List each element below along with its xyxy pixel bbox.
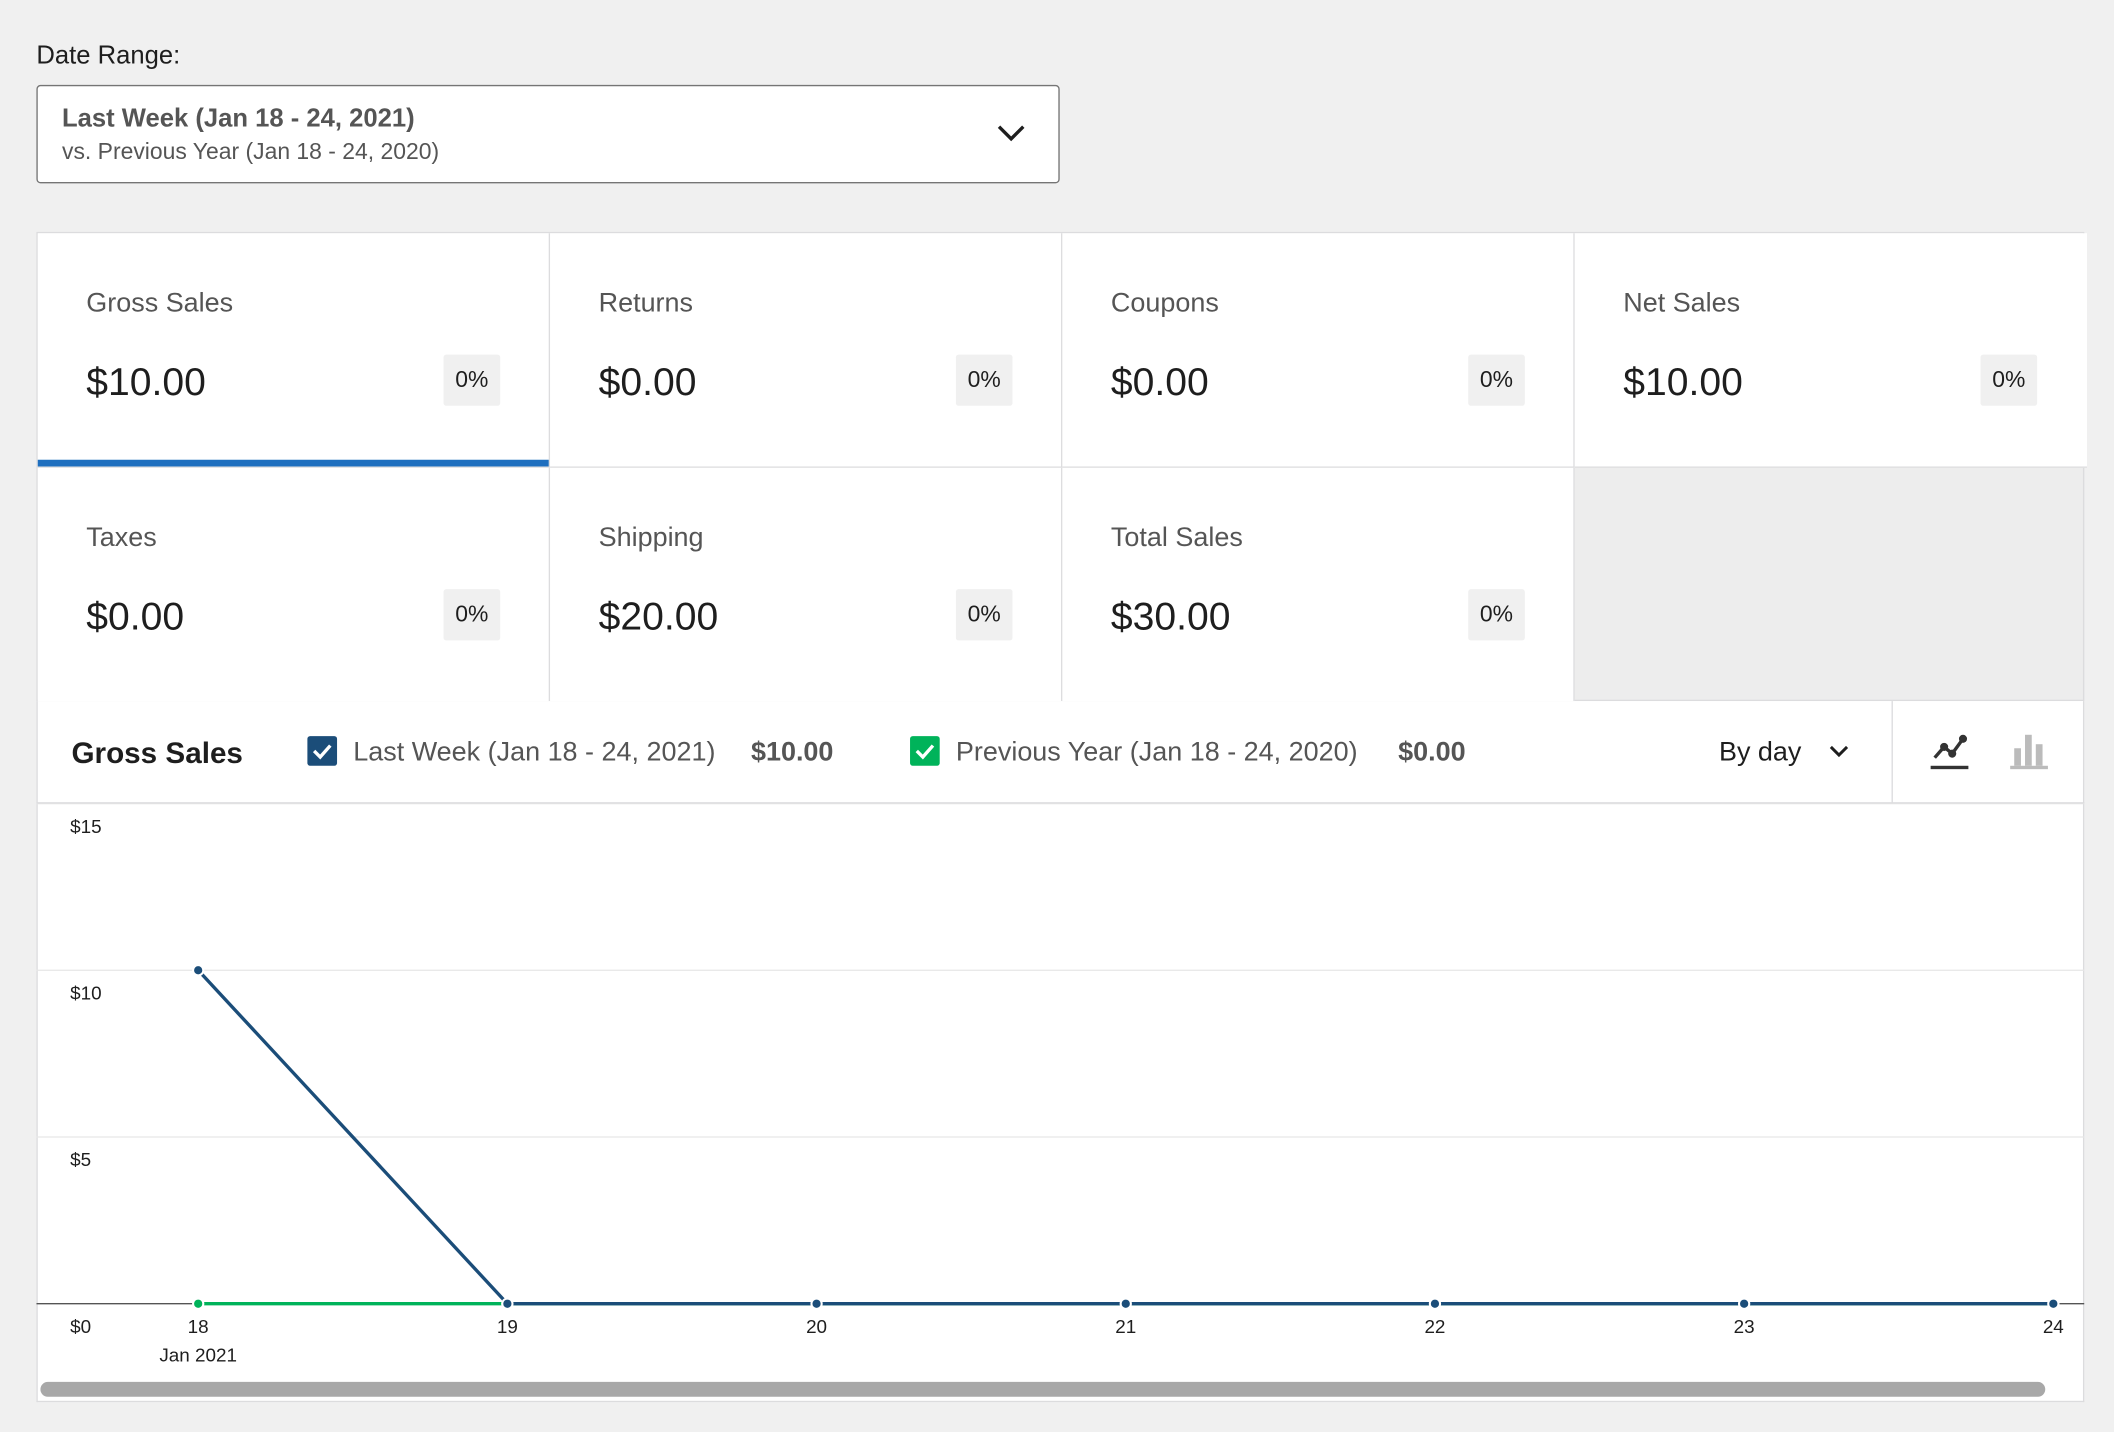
check <box>915 744 935 760</box>
date-range-label: Date Range: <box>36 41 181 71</box>
x-sublabel: Jan 2021 <box>159 1344 237 1365</box>
data-point <box>810 1297 823 1310</box>
tile-value: $30.00 <box>1110 595 1231 640</box>
legend-total: $0.00 <box>1398 737 1466 768</box>
x-tick-label: 20 <box>806 1316 827 1337</box>
scrollbar <box>40 1381 2046 1397</box>
tile-delta: 0% <box>955 589 1013 641</box>
tile-delta: 0% <box>1468 354 1525 406</box>
summary-tile[interactable]: Net Sales $10.00 0% <box>1574 233 2088 468</box>
data-point <box>1119 1297 1132 1310</box>
y-tick-label: $5 <box>70 1149 91 1170</box>
x-tick-label: 22 <box>1424 1316 1445 1337</box>
chart-header: Gross Sales By day Last Week (Jan 18 - 2… <box>36 701 2085 804</box>
tile-label: Taxes <box>86 523 157 553</box>
y-tick-label: $15 <box>70 816 101 837</box>
summary-tile[interactable]: Shipping $20.00 0% <box>550 467 1063 703</box>
x-tick-label: 18 <box>188 1316 209 1337</box>
y-tick-label: $10 <box>70 983 101 1004</box>
tile-label: Returns <box>598 288 694 319</box>
x-tick-label: 21 <box>1115 1316 1136 1337</box>
chart-body: $0 $5 $10 $15 18 19 20 21 22 23 24 Jan 2021 <box>36 803 2085 1403</box>
legend-checkbox[interactable] <box>307 736 338 766</box>
date-range-select[interactable]: Last Week (Jan 18 - 24, 2021) vs. Previo… <box>36 84 1060 184</box>
tile-value: $0.00 <box>598 361 697 405</box>
check <box>312 744 332 760</box>
tile-value: $10.00 <box>1623 361 1743 405</box>
tile-label: Net Sales <box>1623 288 1741 319</box>
legend-name: Last Week (Jan 18 - 24, 2021) <box>353 737 716 768</box>
data-point <box>1737 1297 1751 1310</box>
separator <box>1891 701 1893 804</box>
bar-chart-icon[interactable] <box>2009 731 2055 774</box>
line-chart-icon[interactable] <box>1929 731 1975 774</box>
summary-tile[interactable]: Returns $0.00 0% <box>550 233 1063 468</box>
summary-tile[interactable]: Coupons $0.00 0% <box>1062 233 1575 468</box>
selected-indicator <box>37 459 549 467</box>
date-range-secondary: vs. Previous Year (Jan 18 - 24, 2020) <box>62 138 440 165</box>
summary-tile[interactable]: Taxes $0.00 0% <box>37 467 551 703</box>
summary-tiles: Gross Sales $10.00 0% Returns $0.00 0% Coupons… <box>36 231 2088 703</box>
legend-name: Previous Year (Jan 18 - 24, 2020) <box>955 737 1358 768</box>
chart-title: Gross Sales <box>71 736 243 770</box>
date-range-primary: Last Week (Jan 18 - 24, 2021) <box>62 105 415 134</box>
chart: $0 $5 $10 $15 18 19 20 21 22 23 24 Jan 2021 <box>36 803 2085 1397</box>
data-point <box>192 1297 205 1310</box>
interval-select[interactable]: By day <box>1719 737 1849 768</box>
tile-delta: 0% <box>1468 589 1525 641</box>
x-tick-label: 23 <box>1734 1316 1755 1337</box>
data-point <box>192 964 205 977</box>
tile-label: Shipping <box>598 523 704 553</box>
y-tick-label: $0 <box>70 1316 91 1337</box>
data-point <box>501 1297 514 1310</box>
tile-delta: 0% <box>443 589 501 641</box>
tile-label: Gross Sales <box>86 288 234 319</box>
summary-tile[interactable]: Gross Sales $10.00 0% <box>37 233 551 468</box>
caret <box>1829 745 1848 758</box>
x-tick-label: 24 <box>2043 1316 2064 1337</box>
tile-delta: 0% <box>443 354 501 406</box>
tile-value: $20.00 <box>598 595 719 640</box>
data-point <box>1428 1297 1442 1310</box>
tile-value: $10.00 <box>86 361 206 405</box>
x-tick-label: 19 <box>497 1316 518 1337</box>
tile-value: $0.00 <box>86 595 185 640</box>
tile-delta: 0% <box>955 354 1013 406</box>
tile-value: $0.00 <box>1110 361 1209 405</box>
legend-checkbox[interactable] <box>910 736 940 766</box>
data-point <box>2047 1297 2060 1310</box>
legend-total: $10.00 <box>750 737 834 768</box>
caret <box>997 125 1025 142</box>
tile-label: Total Sales <box>1110 523 1243 553</box>
interval-label: By day <box>1718 737 1802 768</box>
tile-label: Coupons <box>1110 288 1219 319</box>
summary-tile[interactable]: Total Sales $30.00 0% <box>1062 467 1575 703</box>
tile-delta: 0% <box>1980 354 2038 406</box>
